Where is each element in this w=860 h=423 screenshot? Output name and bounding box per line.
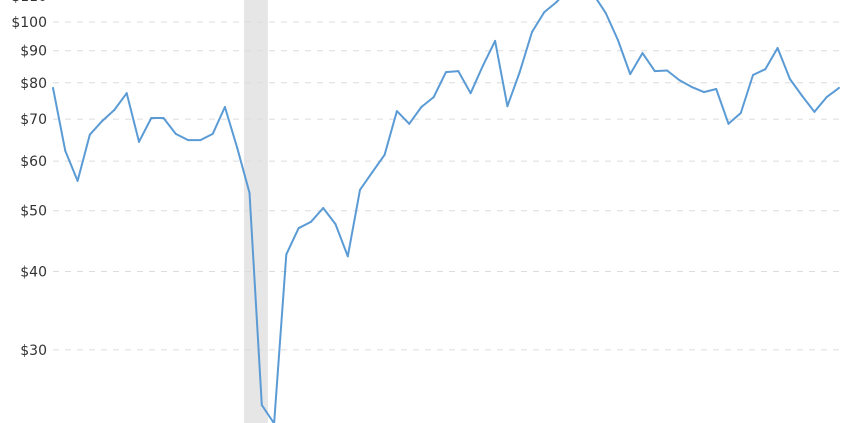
data-point [113, 108, 116, 111]
data-point [739, 111, 742, 114]
y-tick-label: $40 [20, 265, 47, 281]
data-point [150, 116, 153, 119]
data-point [187, 139, 190, 142]
data-point [395, 110, 398, 113]
data-point [690, 85, 693, 88]
data-point [162, 116, 165, 119]
data-point [494, 39, 497, 42]
data-point [322, 207, 325, 210]
data-point [236, 146, 239, 149]
data-point [752, 74, 755, 77]
data-point [445, 71, 447, 74]
data-point [555, 1, 558, 4]
data-point [506, 105, 509, 108]
data-point [211, 132, 214, 135]
data-point [543, 11, 546, 14]
data-point [408, 122, 411, 125]
data-point [174, 132, 177, 135]
data-point [813, 110, 816, 113]
data-point [101, 120, 104, 123]
data-point [64, 149, 67, 152]
y-tick-label: $50 [20, 204, 47, 220]
recession-shade [243, 0, 268, 423]
data-point [297, 227, 300, 230]
data-point [199, 139, 202, 142]
data-point [727, 122, 730, 125]
data-point [715, 87, 718, 90]
data-point [88, 133, 91, 136]
data-point [469, 92, 472, 95]
data-point [285, 253, 288, 256]
data-point [776, 46, 779, 49]
data-point [260, 403, 263, 406]
data-point [616, 39, 619, 42]
data-point [653, 70, 656, 73]
data-point [666, 69, 669, 72]
data-point [432, 96, 435, 99]
data-point [801, 95, 804, 98]
data-point [457, 70, 460, 73]
data-point [346, 255, 349, 258]
data-point [223, 105, 226, 108]
y-tick-label: $30 [20, 343, 47, 359]
data-point [641, 52, 644, 55]
data-point [76, 179, 79, 182]
data-point [334, 223, 337, 226]
price-line [52, 0, 840, 423]
data-point [518, 71, 521, 74]
data-point [371, 171, 374, 174]
data-point [678, 79, 681, 82]
data-point [825, 96, 828, 99]
data-point [764, 68, 767, 71]
data-point [125, 92, 128, 95]
data-point [530, 30, 533, 33]
y-tick-label: $110 [11, 0, 47, 5]
data-point [604, 11, 607, 14]
y-tick-label: $60 [20, 154, 47, 170]
data-point [248, 191, 251, 194]
data-point [52, 86, 54, 89]
data-point [481, 64, 484, 67]
data-point [137, 140, 140, 143]
y-tick-label: $90 [20, 44, 47, 60]
y-tick-label: $70 [20, 112, 47, 128]
data-point [359, 188, 362, 191]
data-point [629, 73, 632, 76]
data-point [420, 105, 423, 108]
y-tick-label: $100 [11, 15, 47, 31]
data-point [838, 86, 840, 89]
data-point [383, 153, 386, 156]
y-tick-label: $80 [20, 76, 47, 92]
data-point [788, 78, 791, 81]
data-point [702, 91, 705, 94]
data-point [309, 220, 312, 223]
